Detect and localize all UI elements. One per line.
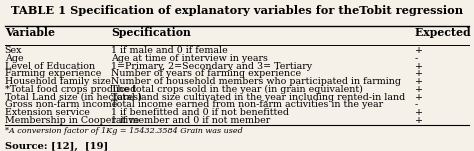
Text: Variable: Variable — [5, 27, 55, 38]
Text: Extension service: Extension service — [5, 108, 90, 117]
Text: Specification: Specification — [111, 27, 191, 38]
Text: TABLE 1 Specification of explanatory variables for theTobit regression: TABLE 1 Specification of explanatory var… — [11, 5, 463, 16]
Text: Sex: Sex — [5, 46, 22, 55]
Text: Number of years of farming experience: Number of years of farming experience — [111, 69, 301, 78]
Text: 1 if member and 0 if not member: 1 if member and 0 if not member — [111, 116, 271, 125]
Text: +: + — [415, 116, 423, 125]
Text: Expected sign: Expected sign — [415, 27, 474, 38]
Text: -: - — [415, 101, 418, 109]
Text: Level of Education: Level of Education — [5, 62, 95, 71]
Text: Source: [12],  [19]: Source: [12], [19] — [5, 142, 108, 151]
Text: +: + — [415, 69, 423, 78]
Text: +: + — [415, 77, 423, 86]
Text: 1=Primary, 2=Secondary and 3= Tertiary: 1=Primary, 2=Secondary and 3= Tertiary — [111, 62, 312, 71]
Text: -: - — [415, 54, 418, 63]
Text: Gross non-farm income: Gross non-farm income — [5, 101, 117, 109]
Text: +: + — [415, 85, 423, 94]
Text: Household family size: Household family size — [5, 77, 110, 86]
Text: The total crops sold in the year (in grain equivalent): The total crops sold in the year (in gra… — [111, 85, 363, 94]
Text: Age: Age — [5, 54, 23, 63]
Text: Age at time of interview in years: Age at time of interview in years — [111, 54, 268, 63]
Text: *A conversion factor of 1Kg = 15432.3584 Grain was used: *A conversion factor of 1Kg = 15432.3584… — [5, 127, 243, 135]
Text: Membership in Cooperative: Membership in Cooperative — [5, 116, 139, 125]
Text: *Total food crops produced: *Total food crops produced — [5, 85, 136, 94]
Text: Total land size cultivated in the year including rented-in land: Total land size cultivated in the year i… — [111, 93, 406, 102]
Text: +: + — [415, 108, 423, 117]
Text: +: + — [415, 46, 423, 55]
Text: 1 if male and 0 if female: 1 if male and 0 if female — [111, 46, 228, 55]
Text: 1 if benefitted and 0 if not benefitted: 1 if benefitted and 0 if not benefitted — [111, 108, 290, 117]
Text: +: + — [415, 93, 423, 102]
Text: Total Land size (in hectares): Total Land size (in hectares) — [5, 93, 142, 102]
Text: Total income earned from non-farm activities in the year: Total income earned from non-farm activi… — [111, 101, 383, 109]
Text: Farming experience: Farming experience — [5, 69, 101, 78]
Text: Number of household members who participated in farming: Number of household members who particip… — [111, 77, 401, 86]
Text: +: + — [415, 62, 423, 71]
